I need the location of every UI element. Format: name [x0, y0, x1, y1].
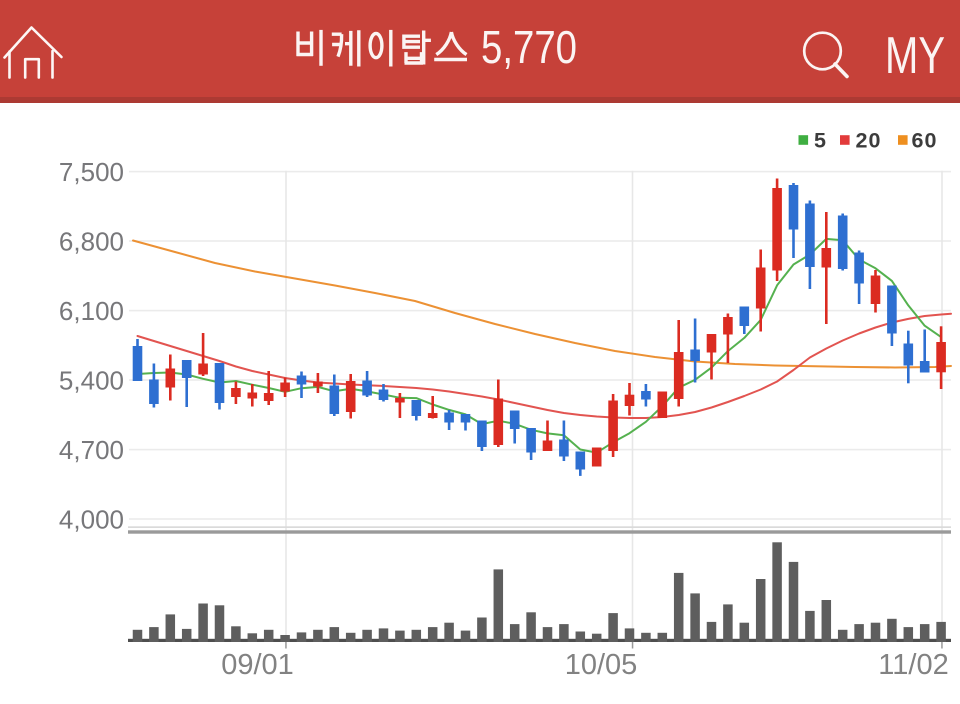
svg-text:09/01: 09/01	[221, 649, 294, 681]
svg-text:4,000: 4,000	[59, 504, 124, 534]
svg-text:7,500: 7,500	[59, 157, 124, 187]
svg-text:10/05: 10/05	[565, 649, 638, 681]
svg-text:6,800: 6,800	[59, 226, 124, 256]
svg-text:20: 20	[856, 129, 882, 153]
svg-text:6,100: 6,100	[59, 296, 124, 326]
svg-text:5,400: 5,400	[59, 365, 124, 395]
svg-text:4,700: 4,700	[59, 435, 124, 465]
svg-text:11/02: 11/02	[878, 649, 948, 681]
svg-text:60: 60	[912, 129, 938, 153]
svg-text:MY: MY	[885, 27, 945, 85]
svg-text:5,770: 5,770	[481, 21, 577, 73]
svg-text:5: 5	[814, 129, 827, 153]
